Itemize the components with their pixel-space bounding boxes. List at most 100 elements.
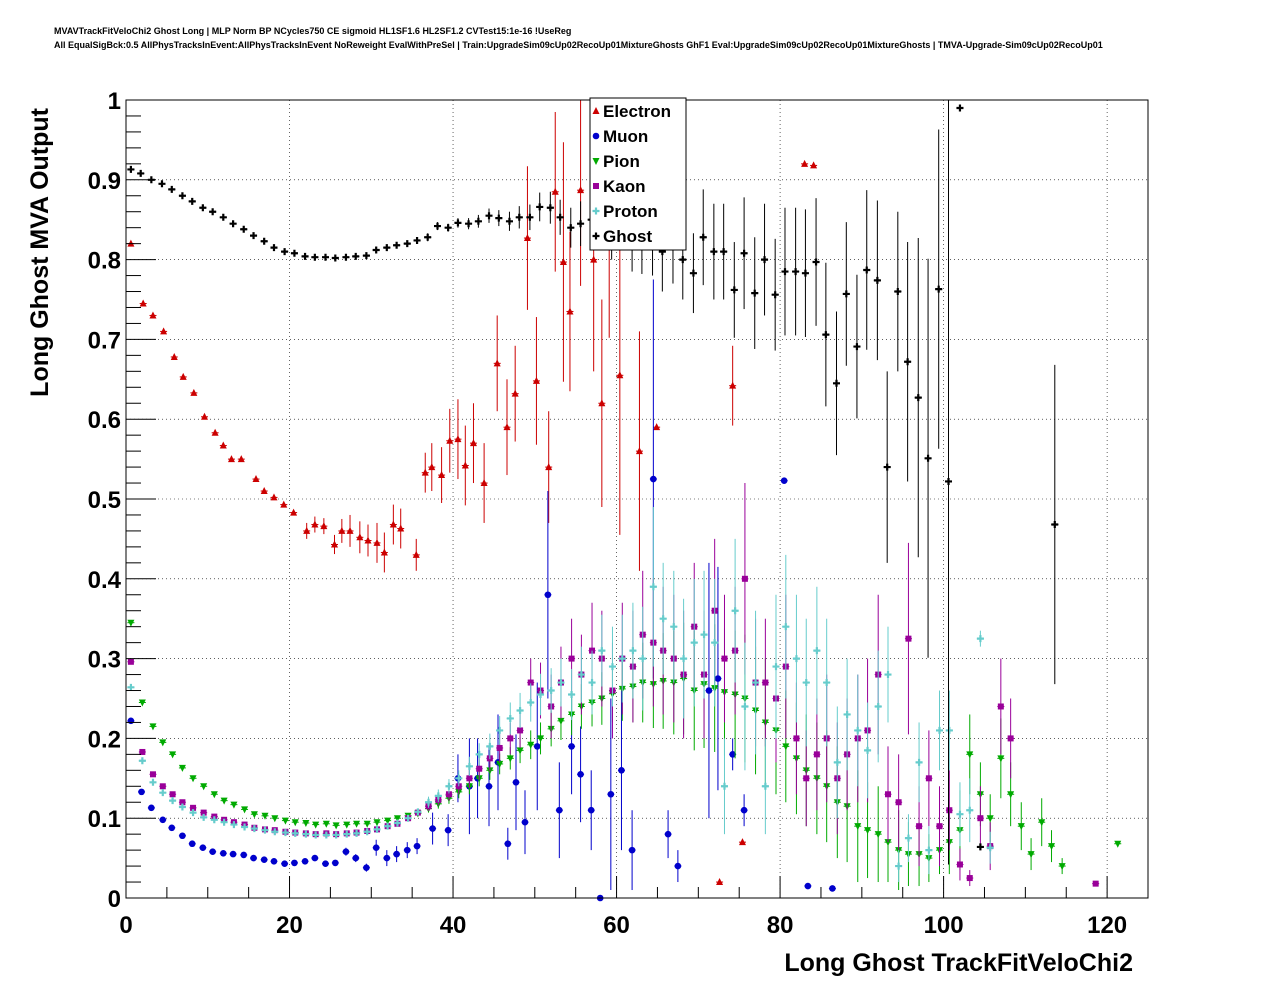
- legend-label-pion: Pion: [603, 152, 640, 171]
- proton-point: [291, 829, 299, 837]
- pion-point: [1058, 863, 1066, 871]
- pion-point: [230, 801, 238, 809]
- ghost-point: [801, 269, 809, 277]
- muon-point: [413, 842, 421, 850]
- legend-marker-pion: [592, 158, 600, 165]
- proton-point: [843, 710, 851, 718]
- pion-point: [210, 791, 218, 799]
- pion-point: [220, 797, 228, 805]
- electron-point: [303, 526, 311, 534]
- proton-point: [711, 639, 719, 647]
- muon-point: [829, 885, 836, 892]
- kaon-point: [793, 735, 800, 742]
- electron-point: [480, 479, 488, 487]
- y-tick-label: 1: [108, 88, 121, 115]
- muon-point: [332, 859, 339, 867]
- muon-point: [148, 804, 155, 812]
- proton-point: [761, 782, 769, 790]
- proton-point: [363, 828, 371, 836]
- muon-point: [568, 743, 575, 750]
- pion-point: [1114, 840, 1122, 848]
- legend-label-proton: Proton: [603, 202, 658, 221]
- ghost-point: [1051, 521, 1059, 529]
- proton-point: [465, 762, 473, 770]
- ghost-point: [792, 268, 800, 276]
- pion-point: [496, 760, 504, 768]
- kaon-point: [946, 807, 953, 814]
- legend-label-kaon: Kaon: [603, 177, 646, 196]
- ghost-point: [311, 253, 319, 261]
- muon-point: [544, 591, 552, 599]
- x-tick-label: 40: [440, 912, 467, 939]
- ghost-point: [710, 248, 718, 256]
- legend-marker-kaon: [593, 183, 599, 189]
- pion-point: [363, 820, 371, 828]
- ghost-point: [863, 266, 871, 274]
- ghost-point: [474, 217, 482, 225]
- muon-point: [301, 857, 309, 865]
- muon-point: [607, 790, 615, 798]
- kaon-point: [762, 679, 769, 686]
- ghost-point: [454, 219, 462, 227]
- pion-point: [250, 811, 258, 819]
- electron-point: [545, 463, 553, 471]
- proton-point: [966, 806, 974, 814]
- pion-point: [782, 743, 790, 751]
- proton-point: [455, 774, 463, 782]
- muon-point: [383, 854, 391, 862]
- proton-point: [618, 655, 626, 663]
- ghost-point: [178, 192, 186, 200]
- muon-point: [628, 846, 636, 854]
- kaon-point: [1092, 880, 1099, 887]
- muon-point: [556, 806, 563, 814]
- proton-point: [527, 698, 535, 706]
- y-tick-label: 0.6: [88, 407, 121, 434]
- proton-point: [281, 829, 289, 837]
- pion-point: [281, 817, 289, 825]
- electron-point: [511, 389, 519, 397]
- chart-title-line-1: MVAVTrackFitVeloChi2 Ghost Long | MLP No…: [54, 26, 572, 36]
- kaon-point: [997, 703, 1004, 710]
- pion-point: [373, 819, 381, 827]
- ghost-point: [689, 269, 697, 277]
- electron-point: [532, 376, 540, 384]
- electron-point: [738, 838, 746, 846]
- pion-point: [200, 783, 208, 791]
- pion-point: [127, 619, 135, 627]
- proton-point: [833, 758, 841, 766]
- series-proton: [127, 506, 994, 883]
- ghost-point: [546, 204, 554, 212]
- kaon-point: [200, 809, 207, 816]
- electron-point: [346, 526, 354, 534]
- kaon-point: [925, 775, 932, 782]
- muon-point: [363, 864, 370, 871]
- muon-point: [260, 856, 268, 863]
- pion-point: [343, 821, 351, 829]
- proton-point: [353, 829, 361, 837]
- ghost-point: [219, 213, 227, 221]
- y-tick-label: 0.3: [88, 647, 121, 674]
- electron-point: [311, 520, 319, 528]
- y-tick-label: 0.9: [88, 168, 121, 195]
- ghost-point: [505, 217, 513, 225]
- pion-point: [1007, 791, 1015, 799]
- kaon-point: [527, 679, 534, 686]
- electron-point: [330, 540, 338, 548]
- pion-point: [312, 821, 320, 829]
- ghost-point: [137, 169, 145, 177]
- pion-point: [291, 819, 299, 827]
- proton-point: [169, 797, 177, 805]
- proton-point: [782, 623, 790, 631]
- ghost-point: [883, 463, 891, 471]
- axes: 0 20 40 60 80 100 120 0 0.1 0.2 0.3 0.4 0.5 0.6 0.7 0.8…: [88, 88, 1149, 939]
- pion-point: [138, 699, 146, 707]
- ghost-point: [403, 240, 411, 248]
- proton-point: [577, 671, 585, 679]
- muon-point: [485, 782, 493, 790]
- proton-point: [486, 742, 494, 750]
- proton-point: [649, 583, 657, 591]
- pion-point: [189, 775, 197, 783]
- muon-point: [199, 844, 207, 852]
- ghost-point: [444, 224, 452, 232]
